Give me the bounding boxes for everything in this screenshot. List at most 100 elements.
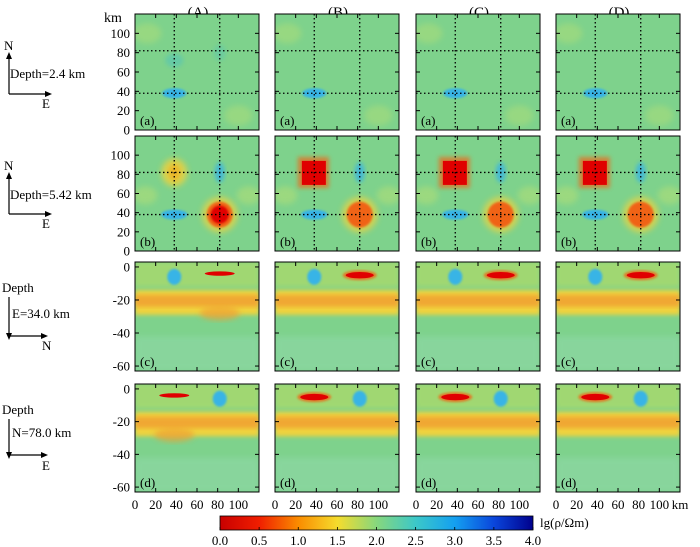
y-tick-label: 0 (124, 381, 131, 396)
panel-c-A: (c) (134, 261, 260, 372)
y-tick-label: -40 (113, 447, 130, 462)
upper-layer (275, 384, 399, 409)
panel-b-B: (b) (274, 135, 400, 252)
conductive-anomaly (493, 390, 508, 407)
panel-c-C: (c) (415, 261, 541, 372)
resistive-lens (204, 271, 235, 276)
lower-layer (275, 336, 399, 371)
y-tick-label: 20 (117, 103, 130, 118)
texture-patch (135, 186, 158, 205)
slice-label: E=34.0 km (12, 306, 70, 321)
x-tick-label: 80 (632, 497, 645, 512)
lower-layer (135, 336, 259, 371)
row-b-annotation: N Depth=5.42 km E (4, 158, 92, 231)
y-tick-label: 0 (124, 123, 131, 138)
panel-label: (d) (280, 475, 295, 490)
texture-patch (135, 23, 162, 44)
y-tick-label: 20 (117, 224, 130, 239)
x-tick-label: 60 (612, 497, 625, 512)
deep-orange-patch (154, 427, 195, 442)
conductive-anomaly (582, 209, 609, 220)
y-tick-label: -40 (113, 326, 130, 341)
panel-label: (a) (561, 113, 575, 128)
slice-label: N=78.0 km (12, 425, 71, 440)
panel-label: (b) (561, 234, 576, 249)
x-tick-label: 100 (229, 497, 249, 512)
texture-patch (645, 105, 674, 126)
x-tick-label: 20 (289, 497, 302, 512)
y-tick-label: -60 (113, 359, 130, 374)
layer-orange (135, 416, 259, 429)
colorbar-tick-label: 3.0 (447, 533, 463, 547)
panel-a-A: (a) (134, 13, 260, 131)
x-tick-label: 0 (413, 497, 420, 512)
texture-patch (275, 23, 302, 44)
lower-layer (135, 457, 259, 492)
conductive-anomaly (167, 268, 182, 285)
colorbar-tick-label: 3.5 (486, 533, 502, 547)
x-tick-label: 100 (650, 497, 670, 512)
lower-layer (556, 336, 680, 371)
y-tick-label: -20 (113, 414, 130, 429)
texture-patch (517, 186, 540, 205)
depth-label: Depth=2.4 km (10, 66, 85, 81)
x-tick-label: 100 (510, 497, 530, 512)
resistive-lens (159, 393, 190, 398)
y-tick-label: -20 (113, 292, 130, 307)
x-tick-label: 20 (430, 497, 443, 512)
panel-d-C: (d) (415, 383, 541, 493)
depth-label: Depth=5.42 km (10, 187, 92, 202)
x-tick-label: 20 (570, 497, 583, 512)
east-label: E (42, 458, 50, 473)
texture-patch (416, 23, 443, 44)
layer-orange (275, 295, 399, 307)
panel-grid: (a) (a) (a) (a) (b) (b) (b) (b) (c) (c) (c) (c) (d) (… (134, 13, 681, 493)
row-c-annotation: Depth E=34.0 km N (2, 280, 70, 353)
x-tick-label: 60 (191, 497, 204, 512)
conductive-anomaly (307, 268, 322, 285)
x-tick-label: 0 (553, 497, 560, 512)
panel-label: (c) (280, 354, 294, 369)
resistive-lens (626, 272, 655, 279)
upper-layer (416, 384, 540, 409)
x-tick-label: 40 (591, 497, 604, 512)
x-axis-unit: km (672, 497, 689, 512)
colorbar-tick-label: 1.5 (329, 533, 345, 547)
panel-label: (b) (280, 234, 295, 249)
upper-layer (135, 384, 259, 409)
panel-label: (d) (421, 475, 436, 490)
y-tick-label: 100 (111, 148, 131, 163)
north-label: N (42, 338, 52, 353)
upper-layer (556, 262, 680, 287)
panel-label: (a) (280, 113, 294, 128)
x-tick-label: 40 (170, 497, 183, 512)
y-tick-label: 100 (111, 26, 131, 41)
layer-orange (416, 416, 540, 429)
lower-layer (275, 457, 399, 492)
y-tick-label: 0 (124, 244, 131, 259)
texture-patch (556, 186, 579, 205)
panel-label: (b) (140, 234, 155, 249)
y-tick-label: 80 (117, 45, 130, 60)
colorbar-tick-label: 2.5 (408, 533, 424, 547)
colorbar-label: lg(ρ/Ωm) (540, 515, 589, 530)
texture-patch (275, 186, 298, 205)
panel-a-B: (a) (274, 13, 400, 131)
conductive-anomaly (161, 209, 188, 220)
x-tick-label: 0 (132, 497, 139, 512)
panel-label: (a) (140, 113, 154, 128)
x-tick-label: 60 (472, 497, 485, 512)
resistive-lens (441, 393, 470, 401)
depth-axis-label: Depth (2, 280, 34, 295)
upper-layer (556, 384, 680, 409)
panel-d-D: (d) (555, 383, 681, 493)
panel-label: (c) (421, 354, 435, 369)
y-tick-label: 0 (124, 259, 131, 274)
colorbar-tick-label: 4.0 (525, 533, 541, 547)
y-tick-label: 60 (117, 65, 130, 80)
conductive-anomaly (583, 88, 608, 99)
y-tick-label: -60 (113, 480, 130, 495)
east-label: E (42, 96, 50, 111)
layer-orange (275, 416, 399, 429)
panel-c-B: (c) (274, 261, 400, 372)
